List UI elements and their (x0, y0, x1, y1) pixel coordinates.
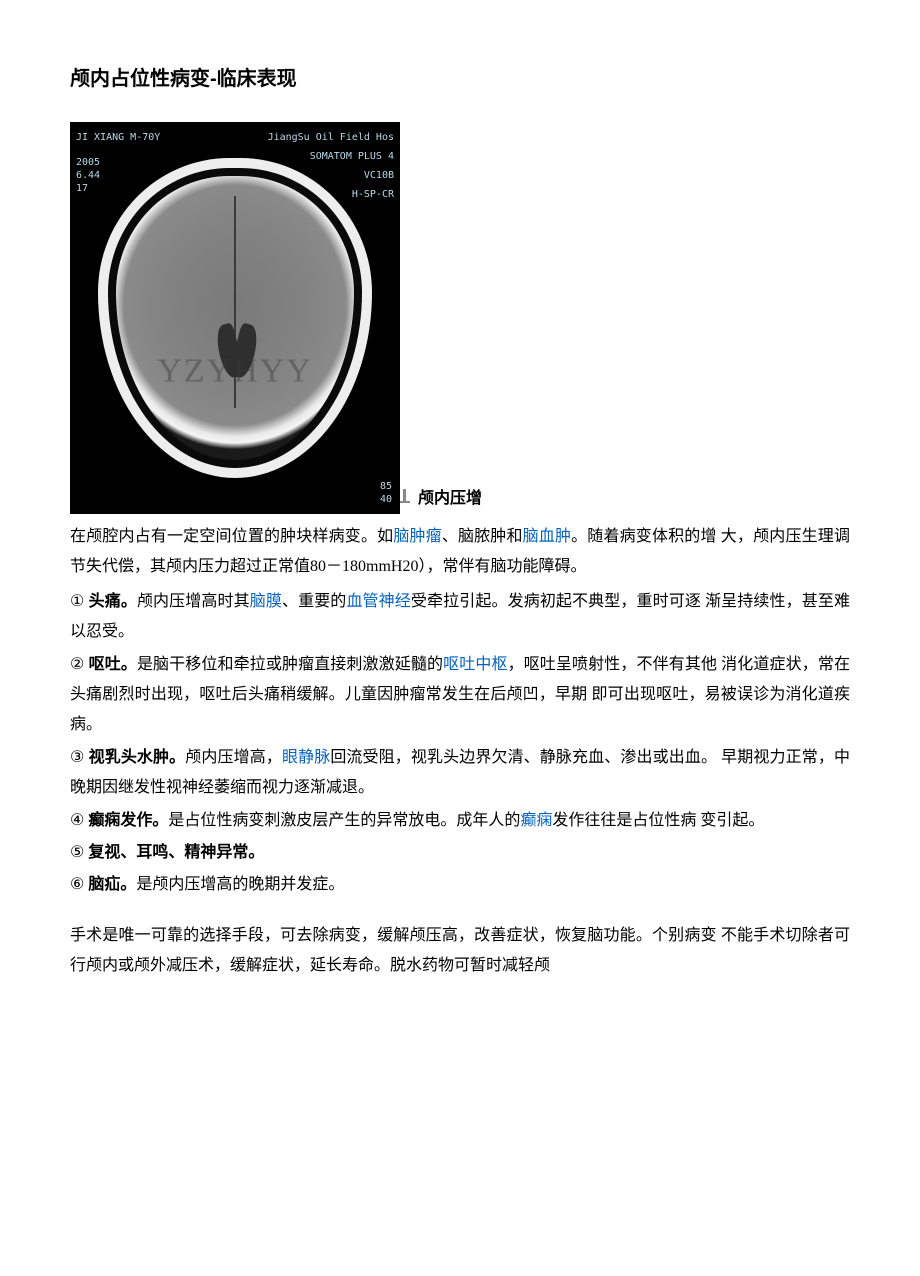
ct-watermark: YZYHYY (157, 340, 313, 405)
item-1: ① 头痛。颅内压增高时其脑膜、重要的血管神经受牵拉引起。发病初起不典型，重时可逐… (70, 587, 850, 648)
item-2-t1: 是脑干移位和牵拉或肿瘤直接刺激激延髓的 (137, 656, 443, 673)
ct-skull: YZYHYY (98, 158, 372, 478)
link-meninges[interactable]: 脑膜 (250, 593, 282, 610)
item-6-label: 脑疝。 (88, 876, 136, 893)
ct-brain: YZYHYY (98, 158, 372, 478)
page-title: 颅内占位性病变-临床表现 (70, 60, 850, 98)
item-3-label: 视乳头水肿。 (89, 749, 186, 766)
item-3: ③ 视乳头水肿。颅内压增高，眼静脉回流受阻，视乳头边界欠清、静脉充血、渗出或出血… (70, 743, 850, 804)
figure-caption: 颅内压增 (418, 490, 482, 507)
item-6: ⑥ 脑疝。是颅内压增高的晚期并发症。 (70, 870, 850, 900)
ct-scan-image: JI XIANG M-70Y JiangSu Oil Field Hos SOM… (70, 122, 400, 514)
link-vomiting-center[interactable]: 呕吐中枢 (443, 656, 507, 673)
intro-t2: 、脑脓肿和 (442, 528, 523, 545)
item-4: ④ 癫痫发作。是占位性病变刺激皮层产生的异常放电。成年人的癫痫发作往往是占位性病… (70, 806, 850, 836)
ct-hr1: JiangSu Oil Field Hos (268, 132, 394, 143)
ct-lm3: 17 (76, 183, 88, 194)
link-brain-tumor[interactable]: 脑肿瘤 (393, 528, 442, 545)
ct-lm2: 6.44 (76, 170, 100, 181)
item-1-t1: 颅内压增高时其 (137, 593, 250, 610)
ct-f2: 40 (380, 494, 392, 505)
footer-paragraph: 手术是唯一可靠的选择手段，可去除病变，缓解颅压高，改善症状，恢复脑功能。个别病变… (70, 921, 850, 982)
ct-lm1: 2005 (76, 157, 100, 168)
ct-footer: 85 40 (380, 480, 392, 506)
section-break (70, 903, 850, 921)
item-4-t2: 发作往往是占位性病 变引起。 (552, 812, 764, 829)
intro-paragraph: 在颅腔内占有一定空间位置的肿块样病变。如脑肿瘤、脑脓肿和脑血肿。随着病变体积的增… (70, 522, 850, 583)
item-6-t1: 是颅内压增高的晚期并发症。 (136, 876, 344, 893)
item-1-num: ① (70, 593, 84, 610)
item-4-label: 癫痫发作。 (88, 812, 168, 829)
figure-block: JI XIANG M-70Y JiangSu Oil Field Hos SOM… (70, 122, 850, 514)
separator-icon (400, 484, 410, 514)
item-4-num: ④ (70, 812, 84, 829)
item-4-t1: 是占位性病变刺激皮层产生的异常放电。成年人的 (168, 812, 520, 829)
link-ophthalmic-vein[interactable]: 眼静脉 (282, 749, 330, 766)
item-3-num: ③ (70, 749, 84, 766)
item-3-t1: 颅内压增高， (185, 749, 282, 766)
item-1-label: 头痛。 (89, 593, 137, 610)
item-5-num: ⑤ (70, 844, 84, 861)
item-6-num: ⑥ (70, 876, 84, 893)
ct-left-meta: 2005 6.44 17 (76, 156, 100, 195)
link-brain-hematoma[interactable]: 脑血肿 (523, 528, 572, 545)
link-vascular-nerve[interactable]: 血管神经 (346, 593, 410, 610)
item-2-label: 呕吐。 (89, 656, 137, 673)
item-5: ⑤ 复视、耳鸣、精神异常。 (70, 838, 850, 868)
item-5-label: 复视、耳鸣、精神异常。 (88, 844, 264, 861)
ct-f1: 85 (380, 481, 392, 492)
item-2: ② 呕吐。是脑干移位和牵拉或肿瘤直接刺激激延髓的呕吐中枢，呕吐呈喷射性，不伴有其… (70, 650, 850, 741)
link-epilepsy[interactable]: 癫痫 (520, 812, 552, 829)
item-1-t2: 、重要的 (282, 593, 346, 610)
intro-t1: 在颅腔内占有一定空间位置的肿块样病变。如 (70, 528, 393, 545)
item-2-num: ② (70, 656, 84, 673)
